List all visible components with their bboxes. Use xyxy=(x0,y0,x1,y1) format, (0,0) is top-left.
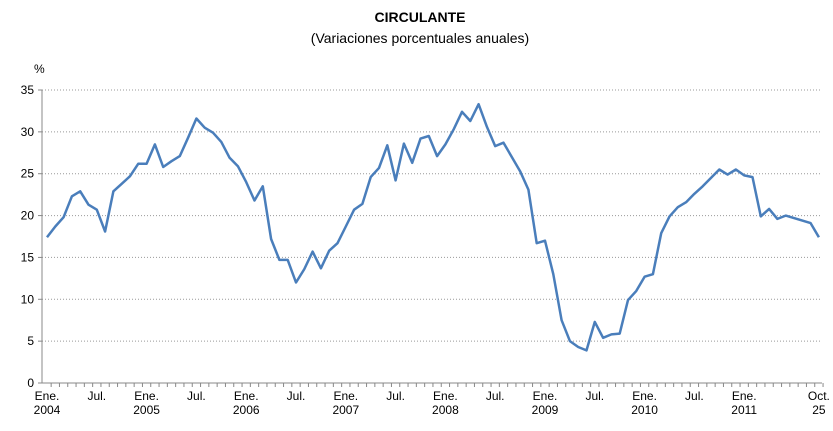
x-tick-label: Ene. 2009 xyxy=(532,389,559,417)
data-line xyxy=(46,102,820,352)
y-axis-label: % xyxy=(34,62,45,76)
y-tick-label: 25 xyxy=(21,167,35,181)
y-tick-label: 0 xyxy=(27,376,34,390)
y-tick-label: 10 xyxy=(21,292,35,306)
x-tick-label: Ene. 2004 xyxy=(34,389,61,417)
y-tick-label: 35 xyxy=(21,83,35,97)
chart-subtitle: (Variaciones porcentuales anuales) xyxy=(311,30,529,46)
x-tick-label: Ene. 2010 xyxy=(631,389,658,417)
x-tick-label: Jul. xyxy=(287,389,306,403)
x-tick-label: Jul. xyxy=(187,389,206,403)
chart-title: CIRCULANTE xyxy=(375,9,466,25)
x-tick-label: Jul. xyxy=(386,389,405,403)
x-tick-label: Jul. xyxy=(87,389,106,403)
x-tick-label: Ene. 2006 xyxy=(233,389,260,417)
y-tick-label: 15 xyxy=(21,250,35,264)
x-tick-label: Ene. 2005 xyxy=(133,389,160,417)
x-tick-label: Jul. xyxy=(685,389,704,403)
y-tick-label: 5 xyxy=(27,334,34,348)
x-tick-label: Ene. 2008 xyxy=(432,389,459,417)
x-tick-label: Oct. 25 xyxy=(808,389,830,417)
y-tick-label: 20 xyxy=(21,209,35,223)
x-tick-label: Jul. xyxy=(585,389,604,403)
y-tick-label: 30 xyxy=(21,125,35,139)
x-tick-label: Ene. 2011 xyxy=(731,389,757,417)
x-tick-label: Ene. 2007 xyxy=(332,389,359,417)
x-tick-label: Jul. xyxy=(486,389,505,403)
